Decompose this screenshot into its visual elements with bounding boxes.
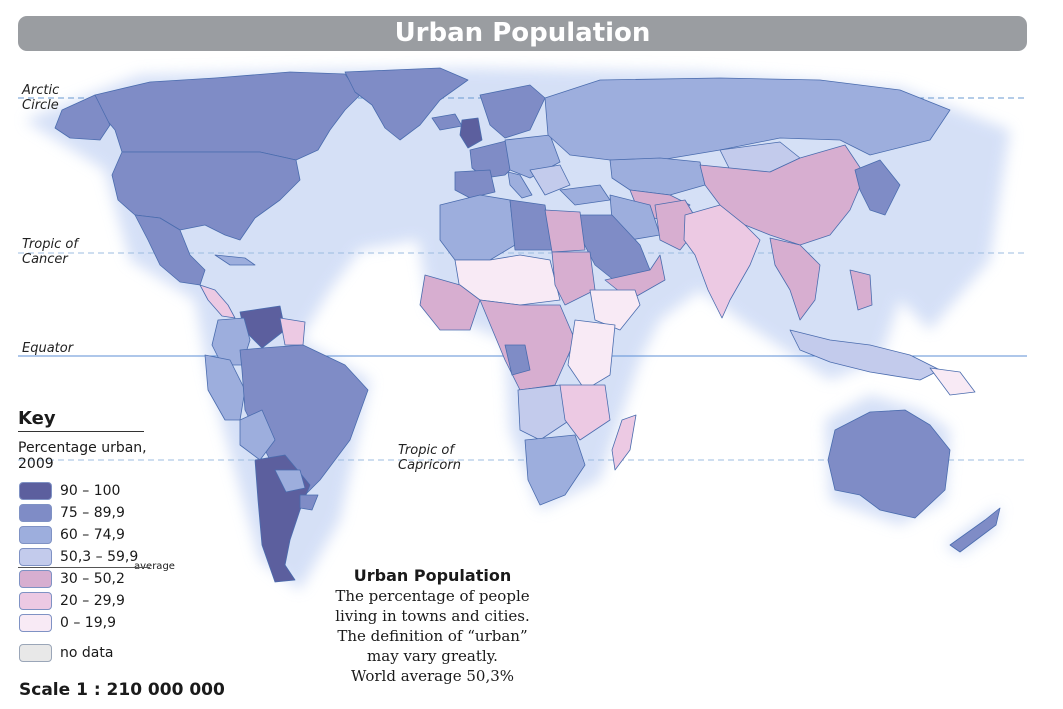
uruguay: [299, 494, 319, 511]
key-swatch: [19, 614, 52, 632]
central-america: [199, 284, 236, 319]
china: [699, 144, 866, 246]
new-guinea: [929, 367, 976, 396]
key-label: 75 – 89,9: [60, 505, 125, 521]
key-label: 20 – 29,9: [60, 593, 125, 609]
north-africa-west: [439, 194, 516, 261]
key-subtitle: Percentage urban, 2009: [18, 440, 147, 472]
key-list: 90 – 100 75 – 89,9 60 – 74,9 50,3 – 59,9…: [18, 480, 218, 664]
mexico: [134, 214, 206, 286]
key-swatch: [19, 592, 52, 610]
note-title: Urban Population: [353, 566, 512, 585]
tropic-of-capricorn-label: Tropic of Capricorn: [398, 443, 461, 473]
italy: [507, 171, 533, 199]
southern-africa: [524, 434, 586, 506]
greenland: [344, 67, 469, 141]
kazakhstan: [609, 157, 706, 196]
average-line: [18, 567, 150, 568]
key-label-no-data: no data: [60, 645, 114, 661]
alaska: [54, 94, 111, 141]
map-key: Key Percentage urban, 2009 90 – 100 75 –…: [18, 408, 218, 664]
libya: [509, 199, 553, 251]
key-swatch: [19, 526, 52, 544]
note-line: The definition of “urban”: [337, 627, 528, 645]
central-africa: [479, 299, 576, 391]
key-label: 30 – 50,2: [60, 571, 125, 587]
key-label: 90 – 100: [60, 483, 121, 499]
note-line: may vary greatly.: [367, 647, 498, 665]
key-label: 60 – 74,9: [60, 527, 125, 543]
new-zealand: [949, 507, 1001, 553]
key-row: 0 – 19,9: [18, 612, 218, 634]
key-swatch: [19, 482, 52, 500]
key-swatch: [19, 548, 52, 566]
balkans: [529, 164, 571, 196]
united-kingdom: [459, 117, 483, 149]
world-map: [18, 67, 1027, 590]
united-states: [111, 151, 301, 241]
key-swatch: [19, 570, 52, 588]
iberia: [454, 169, 496, 199]
key-swatch: [19, 504, 52, 522]
east-africa: [567, 319, 616, 391]
scandinavia: [479, 84, 546, 139]
note-line: World average 50,3%: [350, 667, 515, 685]
key-row: 20 – 29,9: [18, 590, 218, 612]
madagascar: [611, 414, 637, 471]
key-label: 50,3 – 59,9: [60, 549, 139, 565]
indonesia: [789, 329, 941, 381]
sudan: [551, 251, 596, 306]
key-label: 0 – 19,9: [60, 615, 116, 631]
egypt: [544, 209, 586, 253]
tropic-of-cancer-label: Tropic of Cancer: [22, 237, 78, 267]
cuba: [214, 254, 256, 266]
key-row: 75 – 89,9: [18, 502, 218, 524]
map-scale: Scale 1 : 210 000 000: [19, 680, 225, 700]
gabon-congo: [504, 344, 531, 376]
southern-africa-east: [559, 384, 611, 441]
key-heading: Key: [18, 408, 144, 432]
paraguay: [274, 469, 306, 493]
note-line: The percentage of people: [335, 587, 530, 605]
map-note: Urban Population The percentage of peopl…: [305, 566, 560, 686]
bolivia: [239, 409, 276, 461]
west-africa: [419, 274, 481, 331]
angola-zambia: [517, 384, 571, 441]
southeast-asia-mainland: [769, 237, 821, 321]
korea-japan: [854, 159, 901, 216]
key-swatch-no-data: [19, 644, 52, 662]
australia: [827, 409, 951, 519]
key-row: 90 – 100: [18, 480, 218, 502]
philippines: [849, 269, 873, 311]
key-row-no-data: no data: [18, 642, 218, 664]
note-line: living in towns and cities.: [335, 607, 530, 625]
equator-label: Equator: [22, 341, 74, 356]
key-row: 60 – 74,9: [18, 524, 218, 546]
arctic-circle-label: Arctic Circle: [22, 83, 60, 113]
horn-of-africa: [589, 289, 641, 331]
key-row: 50,3 – 59,9 average: [18, 546, 218, 572]
average-label: average: [134, 561, 175, 572]
key-row: 30 – 50,2: [18, 568, 218, 590]
map-title-bar: Urban Population: [18, 16, 1027, 51]
canada: [94, 71, 361, 161]
map-title: Urban Population: [394, 18, 651, 48]
russia: [544, 77, 951, 161]
